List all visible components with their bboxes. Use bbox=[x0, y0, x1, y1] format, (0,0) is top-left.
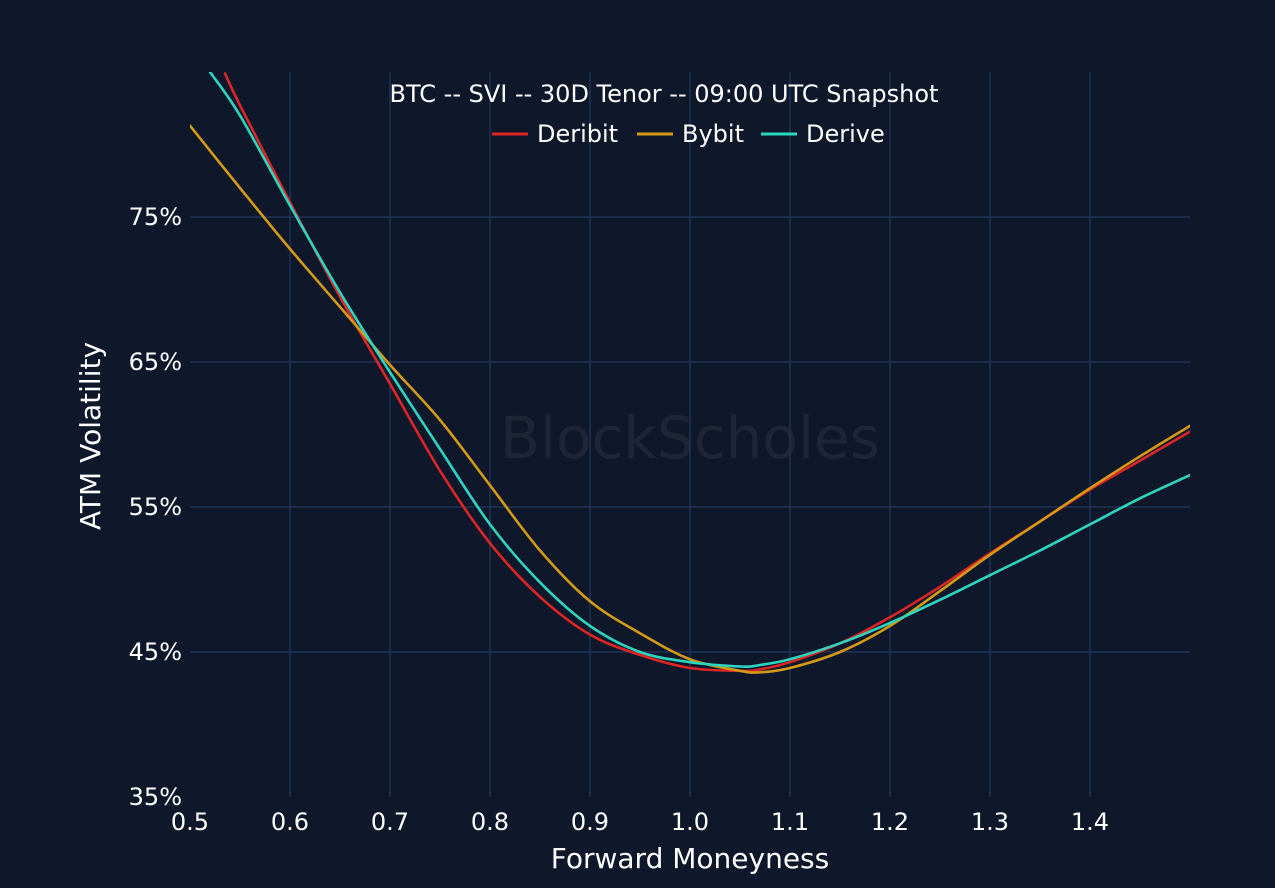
legend-label: Deribit bbox=[537, 120, 618, 148]
legend-label: Derive bbox=[806, 120, 885, 148]
x-tick-label: 0.6 bbox=[271, 808, 309, 836]
y-tick-label: 35% bbox=[129, 783, 182, 811]
x-tick-label: 0.5 bbox=[171, 808, 209, 836]
series-line-deribit bbox=[223, 72, 1190, 673]
x-tick-label: 1.0 bbox=[671, 808, 709, 836]
legend-item-derive[interactable]: Derive bbox=[761, 120, 885, 148]
y-tick-label: 55% bbox=[129, 493, 182, 521]
series-line-bybit bbox=[190, 124, 1190, 674]
chart-title: BTC -- SVI -- 30D Tenor -- 09:00 UTC Sna… bbox=[390, 80, 939, 108]
y-tick-label: 45% bbox=[129, 638, 182, 666]
watermark: BlockScholes bbox=[500, 404, 880, 472]
y-tick-label: 75% bbox=[129, 203, 182, 231]
x-tick-label: 0.7 bbox=[371, 808, 409, 836]
series-line-derive bbox=[208, 72, 1190, 668]
y-axis-title: ATM Volatility bbox=[74, 342, 107, 530]
legend-item-deribit[interactable]: Deribit bbox=[492, 120, 618, 148]
x-tick-label: 0.8 bbox=[471, 808, 509, 836]
x-tick-label: 0.9 bbox=[571, 808, 609, 836]
x-axis-title: Forward Moneyness bbox=[551, 842, 829, 875]
y-tick-label: 65% bbox=[129, 348, 182, 376]
grid bbox=[190, 72, 1190, 797]
x-tick-label: 1.1 bbox=[771, 808, 809, 836]
tick-labels: 0.5 0.6 0.7 0.8 0.9 1.0 1.1 1.2 1.3 1.4 35% 45% 55% 6… bbox=[129, 203, 1109, 836]
x-tick-label: 1.2 bbox=[871, 808, 909, 836]
series-lines bbox=[190, 72, 1190, 674]
legend[interactable]: Deribit Bybit Derive bbox=[492, 120, 885, 148]
legend-label: Bybit bbox=[682, 120, 744, 148]
x-tick-label: 1.3 bbox=[971, 808, 1009, 836]
x-tick-label: 1.4 bbox=[1071, 808, 1109, 836]
legend-item-bybit[interactable]: Bybit bbox=[637, 120, 744, 148]
